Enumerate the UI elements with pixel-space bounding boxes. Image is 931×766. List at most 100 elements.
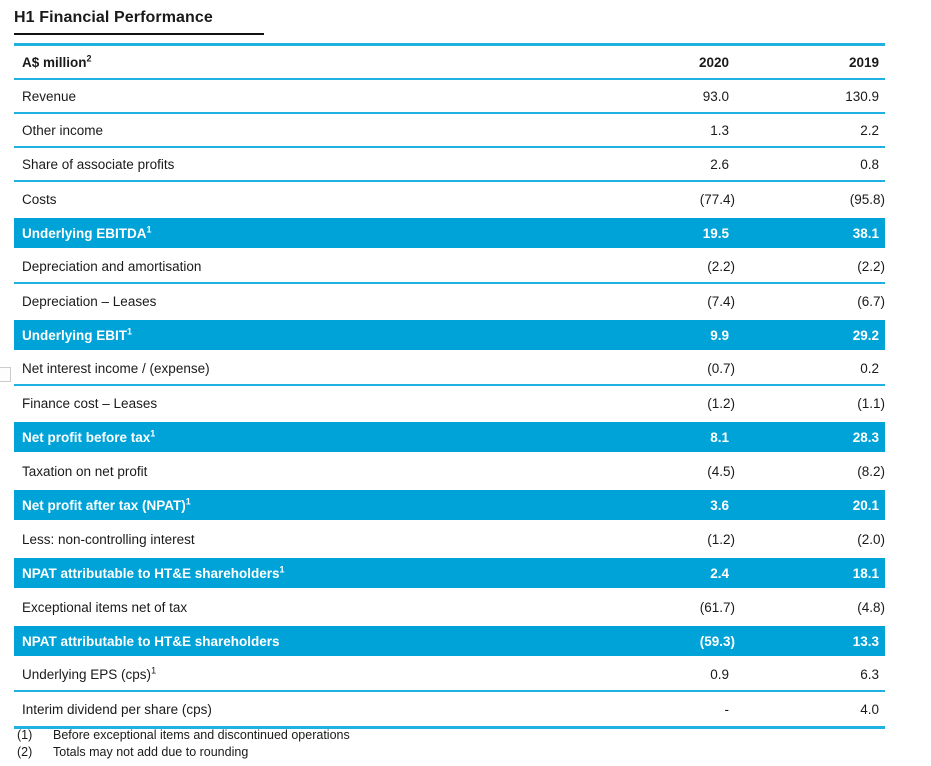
value-2020: - [724, 701, 730, 717]
value-2019: 18.1 [852, 565, 879, 581]
footnote-1-text: Before exceptional items and discontinue… [53, 728, 350, 742]
value-2019: (95.8) [849, 191, 885, 207]
table-row: Costs (77.4) (95.8) [14, 182, 885, 216]
footnote-1: (1) Before exceptional items and discont… [17, 727, 350, 744]
value-2019: 130.9 [845, 88, 879, 104]
row-label: Other income [22, 122, 104, 138]
table-row: Net interest income / (expense) (0.7) 0.2 [14, 352, 885, 386]
value-2019: 20.1 [852, 497, 879, 513]
row-label: Underlying EBITDA1 [22, 224, 152, 241]
row-label: Less: non-controlling interest [22, 531, 195, 547]
row-label: Exceptional items net of tax [22, 599, 188, 615]
value-2020: 9.9 [710, 327, 729, 343]
footnotes: (1) Before exceptional items and discont… [17, 727, 350, 761]
table-row: Share of associate profits 2.6 0.8 [14, 148, 885, 182]
table-row: Finance cost – Leases (1.2) (1.1) [14, 386, 885, 420]
row-label: Net interest income / (expense) [22, 360, 210, 376]
table-row: Exceptional items net of tax (61.7) (4.8) [14, 590, 885, 624]
row-label: Underlying EPS (cps)1 [22, 665, 157, 682]
value-2019: 0.2 [860, 360, 879, 376]
table-row: Taxation on net profit (4.5) (8.2) [14, 454, 885, 488]
footnote-2-text: Totals may not add due to rounding [53, 745, 249, 759]
row-label: Taxation on net profit [22, 463, 148, 479]
value-2020: 8.1 [710, 429, 729, 445]
row-label: Net profit after tax (NPAT)1 [22, 496, 191, 513]
value-2019: (8.2) [857, 463, 885, 479]
value-2019: (2.0) [857, 531, 885, 547]
table-row: Depreciation and amortisation (2.2) (2.2) [14, 250, 885, 284]
row-label: Depreciation – Leases [22, 293, 157, 309]
table-row-highlight: Underlying EBITDA1 19.5 38.1 [14, 218, 885, 248]
row-label: Depreciation and amortisation [22, 258, 202, 274]
row-label-superscript: 1 [185, 496, 191, 506]
value-2019: 28.3 [852, 429, 879, 445]
table-header-row: A$ million2 2020 2019 [14, 46, 885, 80]
table-row-highlight: Underlying EBIT1 9.9 29.2 [14, 320, 885, 350]
footnote-2-marker: (2) [17, 745, 33, 759]
footnote-1-marker: (1) [17, 728, 33, 742]
value-2020: (59.3) [699, 633, 735, 649]
table-row-highlight: NPAT attributable to HT&E shareholders1 2… [14, 558, 885, 588]
value-2020: (7.4) [707, 293, 735, 309]
value-2019: (1.1) [857, 395, 885, 411]
table-row-highlight: Net profit before tax1 8.1 28.3 [14, 422, 885, 452]
row-label: Interim dividend per share (cps) [22, 701, 212, 717]
title-underline [14, 33, 264, 35]
financial-table: A$ million2 2020 2019 Revenue 93.0 130.9 Ot… [14, 43, 885, 729]
page-title: H1 Financial Performance [14, 9, 213, 26]
stray-box-artifact [0, 367, 11, 382]
unit-label-text: A$ million [22, 54, 87, 70]
value-2019: 29.2 [852, 327, 879, 343]
value-2020: 0.9 [710, 666, 729, 682]
value-2019: 4.0 [860, 701, 879, 717]
table-row: Less: non-controlling interest (1.2) (2.0) [14, 522, 885, 556]
value-2020: (1.2) [707, 395, 735, 411]
value-2019: 13.3 [852, 633, 879, 649]
table-row: Revenue 93.0 130.9 [14, 80, 885, 114]
value-2019: 6.3 [860, 666, 879, 682]
value-2020: 1.3 [710, 122, 729, 138]
table-row: Other income 1.3 2.2 [14, 114, 885, 148]
value-2019: 0.8 [860, 156, 879, 172]
row-label: Revenue [22, 88, 77, 104]
row-label: Underlying EBIT1 [22, 326, 133, 343]
table-row: Depreciation – Leases (7.4) (6.7) [14, 284, 885, 318]
table-row-highlight: NPAT attributable to HT&E shareholders (5… [14, 626, 885, 656]
table-body: Revenue 93.0 130.9 Other income 1.3 2.2 Share … [14, 80, 885, 726]
unit-label: A$ million2 [14, 53, 615, 70]
table-row: Interim dividend per share (cps) - 4.0 [14, 692, 885, 726]
row-label-superscript: 1 [279, 564, 285, 574]
value-2019: 38.1 [852, 225, 879, 241]
row-label: NPAT attributable to HT&E shareholders [22, 633, 280, 649]
footnote-2: (2) Totals may not add due to rounding [17, 744, 350, 761]
row-label: Finance cost – Leases [22, 395, 158, 411]
row-label-superscript: 1 [151, 665, 157, 675]
column-header-2019: 2019 [848, 54, 879, 70]
row-label-superscript: 1 [150, 428, 156, 438]
value-2020: (61.7) [699, 599, 735, 615]
row-label-superscript: 1 [146, 224, 152, 234]
unit-label-superscript: 2 [86, 53, 92, 63]
table-row-highlight: Net profit after tax (NPAT)1 3.6 20.1 [14, 490, 885, 520]
value-2020: (0.7) [707, 360, 735, 376]
value-2019: (4.8) [857, 599, 885, 615]
value-2020: 93.0 [702, 88, 729, 104]
value-2019: 2.2 [860, 122, 879, 138]
column-header-2020: 2020 [698, 54, 729, 70]
value-2020: (77.4) [699, 191, 735, 207]
value-2020: 2.4 [710, 565, 729, 581]
value-2020: 19.5 [702, 225, 729, 241]
row-label: Net profit before tax1 [22, 428, 156, 445]
row-label: NPAT attributable to HT&E shareholders1 [22, 564, 285, 581]
value-2020: (2.2) [707, 258, 735, 274]
row-label: Share of associate profits [22, 156, 175, 172]
row-label: Costs [22, 191, 57, 207]
value-2020: 2.6 [710, 156, 729, 172]
row-label-superscript: 1 [127, 326, 133, 336]
value-2020: (1.2) [707, 531, 735, 547]
value-2020: 3.6 [710, 497, 729, 513]
table-row: Underlying EPS (cps)1 0.9 6.3 [14, 658, 885, 692]
value-2019: (6.7) [857, 293, 885, 309]
value-2019: (2.2) [857, 258, 885, 274]
